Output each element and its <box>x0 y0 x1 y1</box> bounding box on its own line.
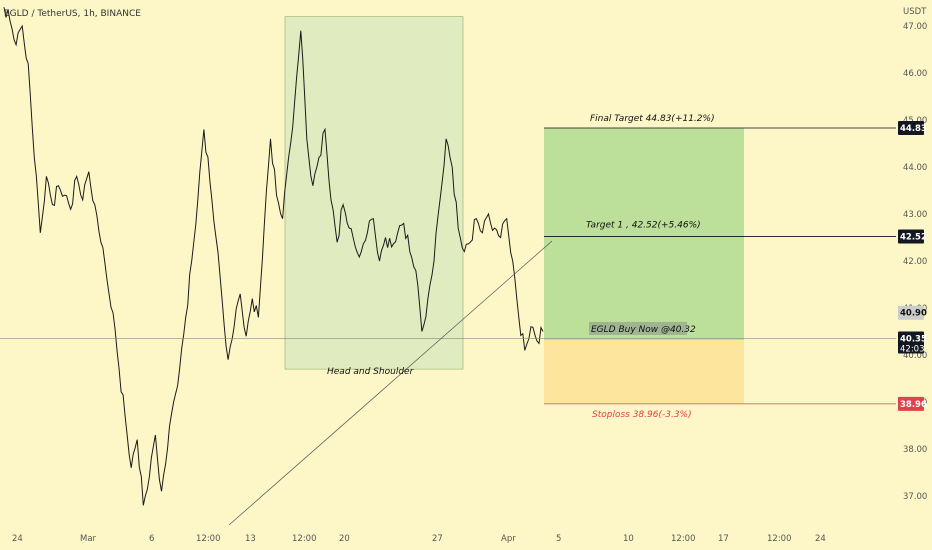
profit-zone <box>544 127 744 340</box>
y-tick-label: 46.00 <box>903 69 927 79</box>
target1-tag: 42.52 <box>900 233 927 243</box>
last-price-tag: 40.35 <box>900 335 927 345</box>
last-price-tag-bg <box>898 331 924 354</box>
y-tick-label: 42.00 <box>903 257 927 267</box>
zones-layer <box>284 16 744 404</box>
stoploss-tag-bg <box>898 396 924 411</box>
pattern-box <box>284 16 464 370</box>
final-target-tag: 44.83 <box>900 124 927 134</box>
x-tick-label: 12:00 <box>292 534 317 544</box>
trendline <box>228 240 553 526</box>
series-layer <box>3 7 544 506</box>
axes-layer: 37.0038.0039.0040.0041.0042.0043.0044.00… <box>12 22 927 544</box>
target1-annotation: Target 1 , 42.52(+5.46%) <box>586 221 701 231</box>
x-tick-label: 24 <box>12 534 23 544</box>
y-tick-label: 40.00 <box>903 351 927 361</box>
x-tick-label: Mar <box>80 534 97 544</box>
y-tick-label: 44.00 <box>903 163 927 173</box>
final-target-annotation: Final Target 44.83(+11.2%) <box>590 114 715 124</box>
pattern-annotation: Head and Shoulder <box>327 367 415 377</box>
x-tick-label: 10 <box>623 534 634 544</box>
x-tick-label: 24 <box>815 534 826 544</box>
x-tick-label: 27 <box>432 534 443 544</box>
y-tick-label: 47.00 <box>903 22 927 32</box>
x-tick-label: 20 <box>339 534 350 544</box>
buy-now-annotation: EGLD Buy Now @40.32 <box>591 325 696 335</box>
x-tick-label: 12:00 <box>767 534 792 544</box>
stoploss-tag: 38.96 <box>900 400 927 410</box>
y-tick-label: 37.00 <box>903 492 927 502</box>
y-tick-label: 38.00 <box>903 445 927 455</box>
countdown-tag: 42:03 <box>900 345 925 355</box>
stoploss-annotation: Stoploss 38.96(-3.3%) <box>592 410 692 420</box>
loss-zone <box>544 339 744 404</box>
x-tick-label: Apr <box>501 534 516 544</box>
target1-tag-bg <box>898 229 924 244</box>
chart-title: EGLD / TetherUS, 1h, BINANCE <box>4 9 141 19</box>
price-label-tag: 40.90 <box>900 309 927 319</box>
unit-label: USDT <box>903 7 927 17</box>
x-tick-label: 5 <box>556 534 561 544</box>
final-target-tag-bg <box>898 120 924 135</box>
y-tick-label: 43.00 <box>903 210 927 220</box>
x-tick-label: 6 <box>149 534 154 544</box>
x-tick-label: 17 <box>718 534 729 544</box>
overlay-layer: Final Target 44.83(+11.2%) Target 1 , 42.… <box>0 114 896 526</box>
x-tick-label: 13 <box>245 534 256 544</box>
buy-now-box <box>589 321 687 335</box>
x-tick-label: 12:00 <box>196 534 221 544</box>
x-tick-label: 12:00 <box>671 534 696 544</box>
price-label-tag-bg <box>898 305 924 320</box>
price-series-line <box>3 7 544 506</box>
